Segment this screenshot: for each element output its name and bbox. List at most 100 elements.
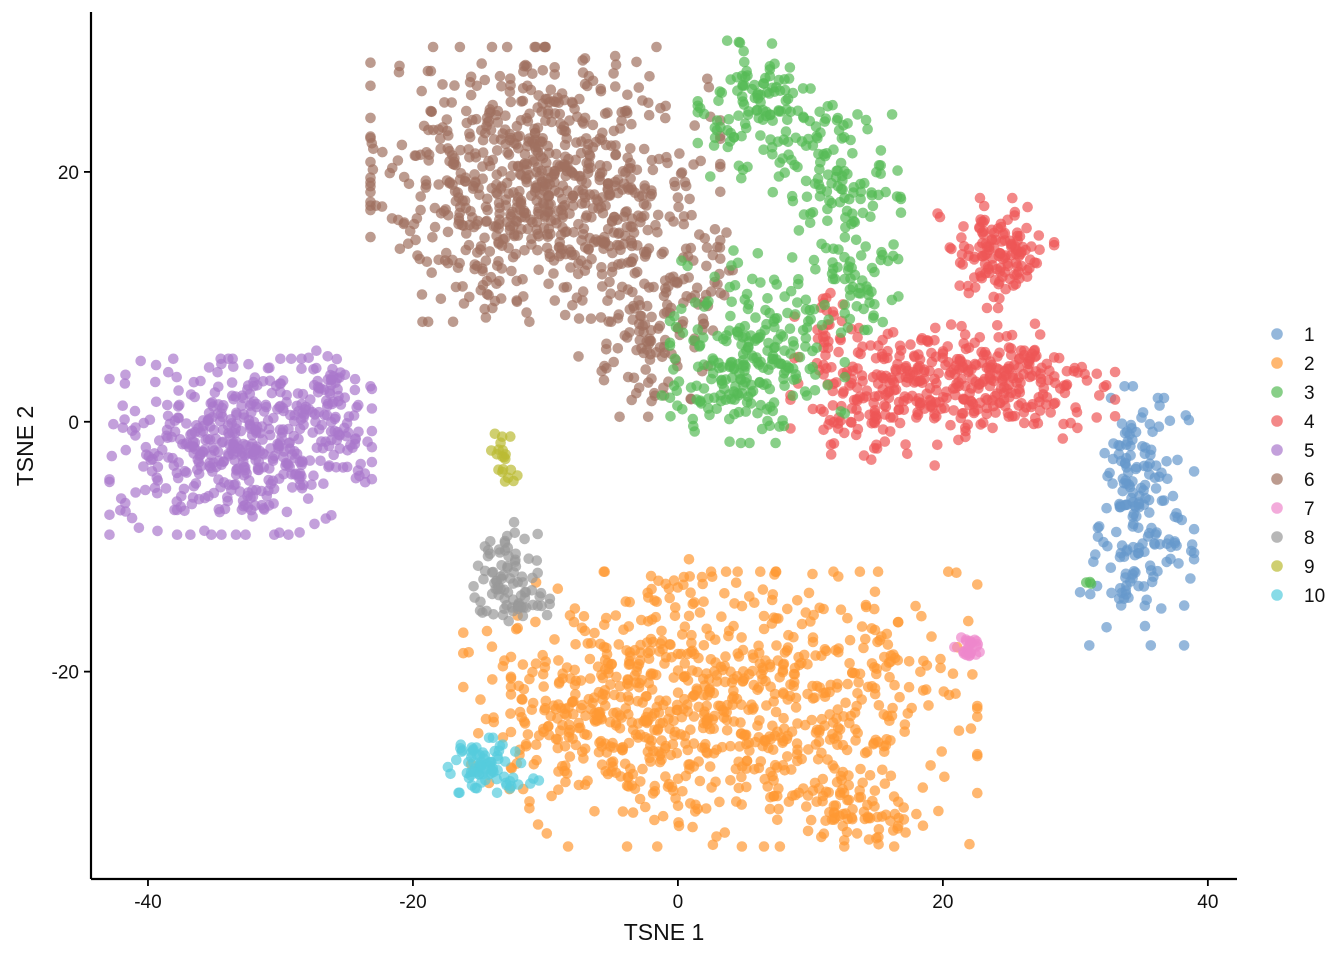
data-point xyxy=(992,302,1004,314)
data-point xyxy=(573,185,584,196)
data-point xyxy=(694,102,706,114)
data-point xyxy=(853,287,864,299)
data-point xyxy=(736,632,747,643)
data-point xyxy=(850,429,862,441)
data-point xyxy=(503,149,515,160)
data-point xyxy=(569,603,581,614)
data-point xyxy=(662,299,673,311)
series-9-points xyxy=(486,428,523,487)
data-point xyxy=(120,369,131,381)
data-point xyxy=(1015,345,1027,356)
data-point xyxy=(119,414,130,425)
data-point xyxy=(712,330,723,342)
data-point xyxy=(672,800,684,812)
data-point xyxy=(691,394,702,405)
data-point xyxy=(653,575,664,587)
data-point xyxy=(636,310,647,322)
series-10-points xyxy=(442,732,545,799)
data-point xyxy=(778,373,789,385)
data-point xyxy=(916,610,927,622)
data-point xyxy=(318,478,329,490)
data-point xyxy=(650,219,661,231)
data-point xyxy=(987,422,998,434)
data-point xyxy=(778,712,789,724)
data-point xyxy=(917,685,929,696)
data-point xyxy=(638,143,650,155)
data-point xyxy=(736,841,748,852)
data-point xyxy=(684,193,695,205)
data-point xyxy=(247,511,258,522)
data-point xyxy=(486,641,498,652)
data-point xyxy=(839,299,851,311)
data-point xyxy=(967,669,978,680)
data-point xyxy=(946,243,957,255)
data-point xyxy=(1034,244,1045,255)
data-point xyxy=(396,139,408,151)
data-point xyxy=(889,808,901,820)
data-point xyxy=(596,262,607,273)
data-point xyxy=(1118,551,1130,563)
data-point xyxy=(909,377,920,388)
data-point xyxy=(934,211,946,223)
data-point xyxy=(869,624,881,636)
data-point xyxy=(541,609,553,621)
data-point xyxy=(970,376,981,388)
data-point xyxy=(633,82,645,93)
data-point xyxy=(656,351,668,363)
data-point xyxy=(786,190,798,202)
data-point xyxy=(325,379,337,391)
data-point xyxy=(494,70,506,82)
data-point xyxy=(807,403,819,415)
data-point xyxy=(859,177,870,189)
data-point xyxy=(644,333,655,345)
data-point xyxy=(1010,278,1022,290)
data-point xyxy=(589,806,600,817)
data-point xyxy=(1183,414,1195,426)
data-point xyxy=(922,336,934,348)
data-point xyxy=(790,309,801,320)
data-point xyxy=(825,679,836,691)
data-point xyxy=(871,166,882,178)
data-point xyxy=(550,703,562,715)
data-point xyxy=(557,668,568,679)
data-point xyxy=(808,254,820,266)
data-point xyxy=(726,393,737,405)
data-point xyxy=(420,175,432,186)
data-point xyxy=(277,375,289,386)
data-point xyxy=(200,434,211,446)
data-point xyxy=(758,379,769,391)
series-5-points xyxy=(104,345,378,540)
data-point xyxy=(981,408,992,420)
data-point xyxy=(257,434,268,445)
data-point xyxy=(508,220,519,232)
data-point xyxy=(736,172,747,184)
data-point xyxy=(846,417,857,428)
data-point xyxy=(803,587,815,599)
data-point xyxy=(443,130,454,141)
data-point xyxy=(1109,394,1121,405)
data-point xyxy=(579,53,591,64)
data-point xyxy=(823,314,834,326)
data-point xyxy=(306,479,317,491)
data-point xyxy=(793,787,805,799)
data-point xyxy=(931,411,942,422)
data-point xyxy=(468,181,479,192)
data-point xyxy=(1024,254,1036,265)
data-point xyxy=(988,242,1000,254)
data-point xyxy=(938,686,950,697)
data-point xyxy=(715,288,726,299)
data-point xyxy=(610,140,621,151)
data-point xyxy=(481,625,493,637)
data-point xyxy=(852,332,863,343)
data-point xyxy=(642,411,654,423)
data-point xyxy=(614,290,625,301)
data-point xyxy=(212,408,224,420)
data-point xyxy=(426,106,437,118)
data-point xyxy=(728,691,739,702)
data-point xyxy=(1122,436,1133,447)
series-1-points xyxy=(1074,381,1200,651)
data-point xyxy=(608,125,620,137)
data-point xyxy=(1172,454,1183,466)
data-point xyxy=(882,639,894,650)
data-point xyxy=(815,127,826,138)
